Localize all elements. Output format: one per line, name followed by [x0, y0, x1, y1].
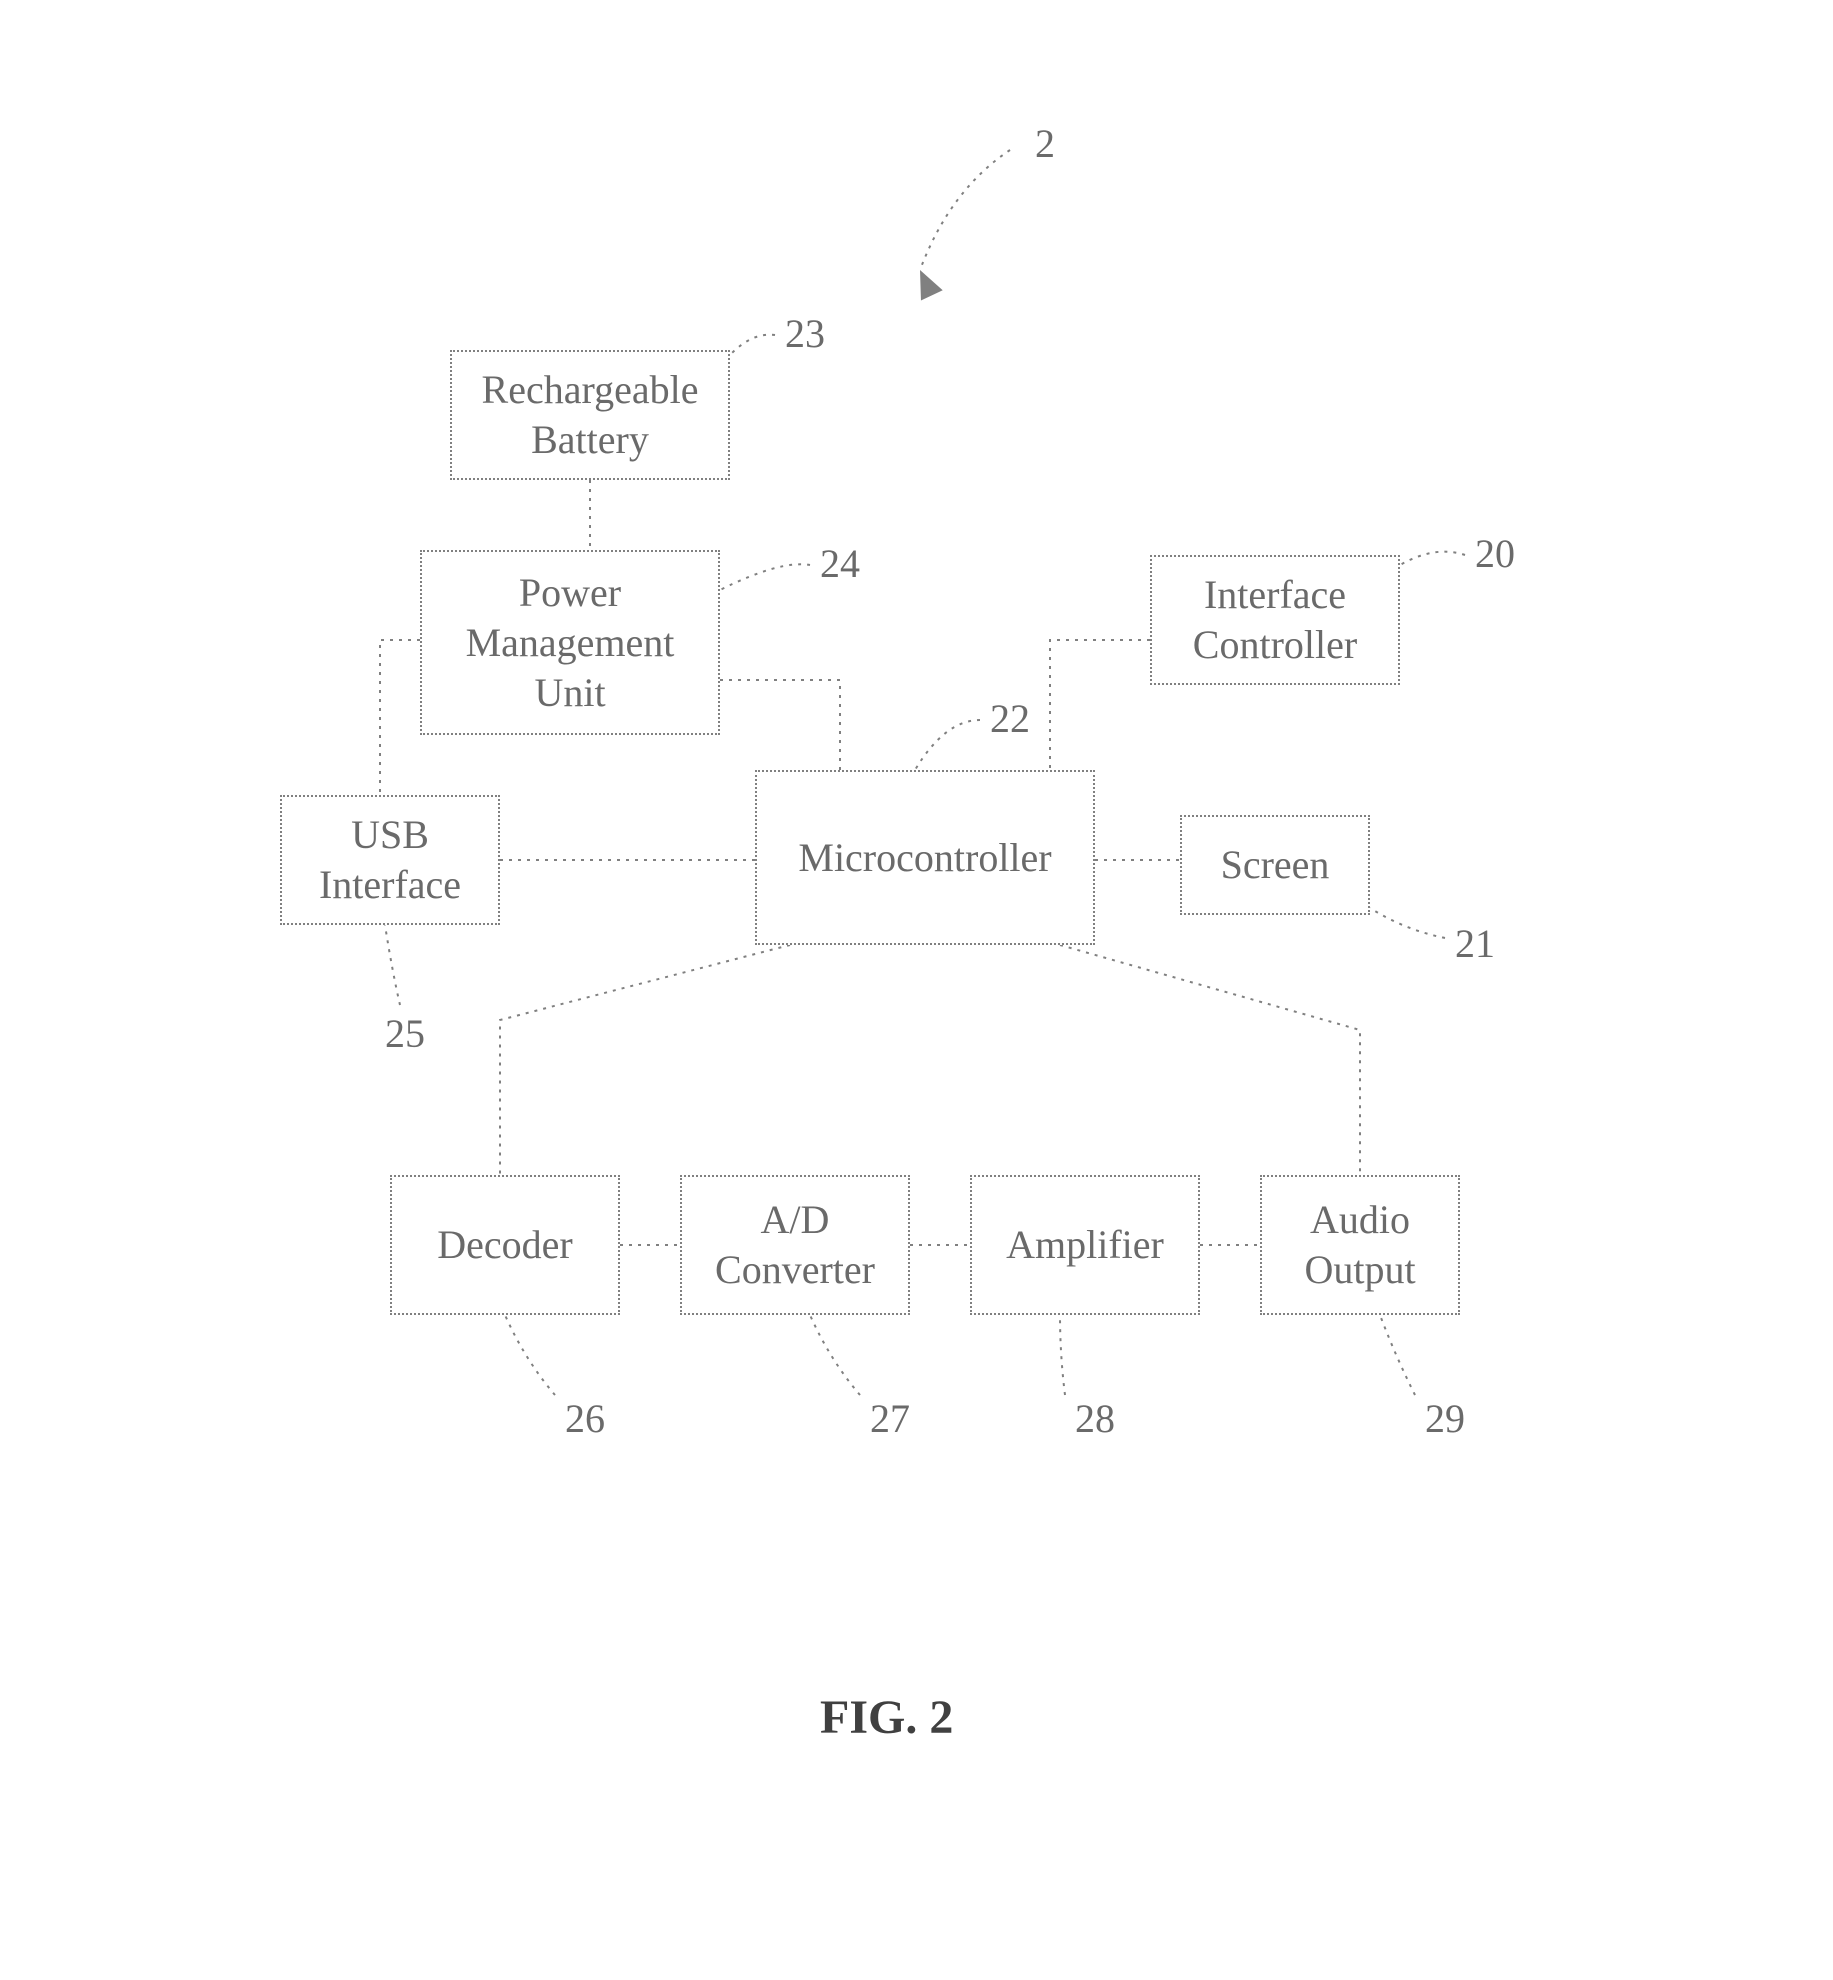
leader-22: [915, 720, 980, 770]
diagram-ref: 2: [1035, 120, 1055, 167]
block-amp: Amplifier: [970, 1175, 1200, 1315]
edge-pmu-usb: [380, 640, 420, 795]
diagram-arrowhead-icon: [920, 270, 943, 300]
edge-pmu-mcu: [720, 680, 840, 770]
ref-26: 26: [565, 1395, 605, 1442]
leader-25: [385, 925, 400, 1005]
edge-ifctrl-mcu: [1050, 640, 1150, 770]
ref-23: 23: [785, 310, 825, 357]
block-adc: A/D Converter: [680, 1175, 910, 1315]
ref-20: 20: [1475, 530, 1515, 577]
ref-21: 21: [1455, 920, 1495, 967]
leader-28: [1060, 1315, 1065, 1395]
block-screen: Screen: [1180, 815, 1370, 915]
ref-27: 27: [870, 1395, 910, 1442]
edge-mcu-audio: [1060, 945, 1360, 1175]
block-pmu: Power Management Unit: [420, 550, 720, 735]
ref-25: 25: [385, 1010, 425, 1057]
block-ifctrl: Interface Controller: [1150, 555, 1400, 685]
leader-21: [1370, 908, 1445, 938]
ref-24: 24: [820, 540, 860, 587]
diagram-arrow-path: [920, 150, 1010, 270]
leader-20: [1400, 552, 1465, 565]
leader-29: [1380, 1315, 1415, 1395]
block-mcu: Microcontroller: [755, 770, 1095, 945]
edge-mcu-decoder: [500, 945, 790, 1175]
block-decoder: Decoder: [390, 1175, 620, 1315]
block-audio: Audio Output: [1260, 1175, 1460, 1315]
diagram-stage: Rechargeable Battery Power Management Uni…: [0, 0, 1833, 1980]
block-battery: Rechargeable Battery: [450, 350, 730, 480]
ref-28: 28: [1075, 1395, 1115, 1442]
leader-26: [505, 1315, 555, 1395]
connector-layer: [0, 0, 1833, 1980]
leader-27: [810, 1315, 860, 1395]
figure-caption: FIG. 2: [820, 1690, 953, 1745]
leader-24: [720, 564, 810, 590]
leader-23: [730, 335, 775, 355]
block-usb: USB Interface: [280, 795, 500, 925]
ref-22: 22: [990, 695, 1030, 742]
ref-29: 29: [1425, 1395, 1465, 1442]
